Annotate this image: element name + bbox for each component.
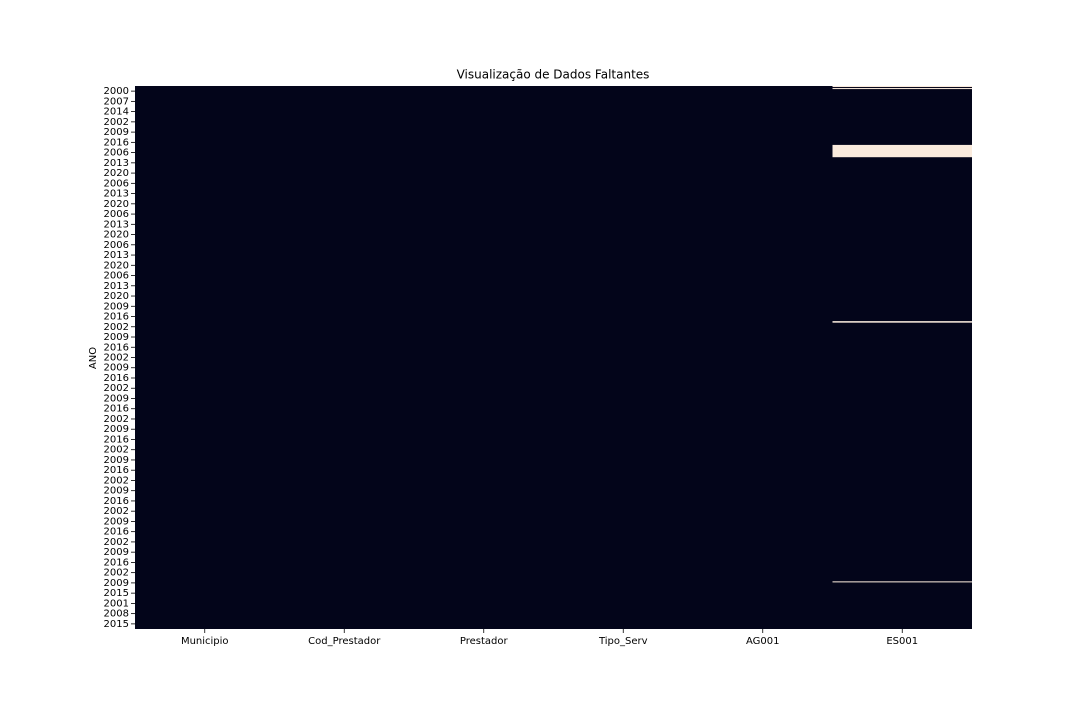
y-tick-label: 2002 (104, 506, 129, 517)
y-tick-label: 2002 (104, 353, 129, 364)
y-tick-label: 2009 (104, 516, 129, 527)
y-tick-label: 2016 (104, 373, 129, 384)
y-tick-label: 2016 (104, 404, 129, 415)
chart-title: Visualização de Dados Faltantes (457, 68, 650, 82)
y-tick-label: 2009 (104, 547, 129, 558)
x-tick-label: AG001 (746, 636, 780, 647)
y-tick-label: 2002 (104, 537, 129, 548)
x-tick-label: Prestador (460, 636, 509, 647)
y-tick-label: 2016 (104, 465, 129, 476)
missing-cell (832, 144, 972, 158)
y-tick-label: 2013 (104, 158, 129, 169)
y-tick-label: 2016 (104, 557, 129, 568)
y-tick-label: 2002 (104, 568, 129, 579)
y-tick-label: 2015 (104, 588, 129, 599)
missing-cell (832, 88, 972, 90)
y-tick-label: 2020 (104, 199, 129, 210)
y-tick-label: 2013 (104, 219, 129, 230)
y-tick-label: 2020 (104, 230, 129, 241)
y-tick-label: 2009 (104, 363, 129, 374)
y-tick-label: 2006 (104, 240, 129, 251)
heatmap-background (135, 86, 972, 629)
y-tick-label: 2020 (104, 168, 129, 179)
y-tick-label: 2002 (104, 383, 129, 394)
x-tick-label: Cod_Prestador (308, 636, 381, 647)
y-tick-label: 2016 (104, 434, 129, 445)
y-tick-label: 2006 (104, 271, 129, 282)
y-tick-label: 2009 (104, 424, 129, 435)
y-tick-label: 2009 (104, 455, 129, 466)
y-tick-label: 2001 (104, 598, 129, 609)
x-tick-label: Municipio (181, 636, 229, 647)
y-tick-label: 2016 (104, 312, 129, 323)
y-tick-label: 2020 (104, 291, 129, 302)
y-tick-label: 2002 (104, 445, 129, 456)
y-tick-label: 2000 (104, 86, 129, 97)
y-tick-label: 2016 (104, 527, 129, 538)
y-tick-label: 2013 (104, 281, 129, 292)
y-tick-label: 2002 (104, 117, 129, 128)
y-tick-label: 2013 (104, 189, 129, 200)
y-tick-label: 2009 (104, 127, 129, 138)
y-tick-label: 2009 (104, 486, 129, 497)
y-tick-label: 2006 (104, 148, 129, 159)
y-tick-label: 2002 (104, 475, 129, 486)
y-tick-label: 2009 (104, 393, 129, 404)
y-tick-label: 2020 (104, 260, 129, 271)
y-tick-label: 2006 (104, 178, 129, 189)
y-tick-label: 2002 (104, 414, 129, 425)
x-tick-label: Tipo_Serv (598, 636, 648, 647)
missing-cell (832, 581, 972, 583)
missing-cell (832, 321, 972, 323)
y-tick-label: 2009 (104, 301, 129, 312)
y-tick-label: 2016 (104, 496, 129, 507)
y-tick-label: 2002 (104, 322, 129, 333)
y-tick-label: 2013 (104, 250, 129, 261)
missing-cell (832, 86, 972, 88)
y-tick-label: 2008 (104, 609, 129, 620)
x-tick-label: ES001 (886, 636, 918, 647)
y-tick-label: 2009 (104, 578, 129, 589)
y-tick-label: 2014 (104, 107, 129, 118)
y-axis-label: ANO (88, 347, 99, 369)
y-tick-label: 2009 (104, 332, 129, 343)
y-tick-label: 2015 (104, 619, 129, 630)
y-tick-label: 2016 (104, 137, 129, 148)
y-tick-label: 2006 (104, 209, 129, 220)
y-tick-label: 2007 (104, 96, 129, 107)
y-tick-label: 2016 (104, 342, 129, 353)
